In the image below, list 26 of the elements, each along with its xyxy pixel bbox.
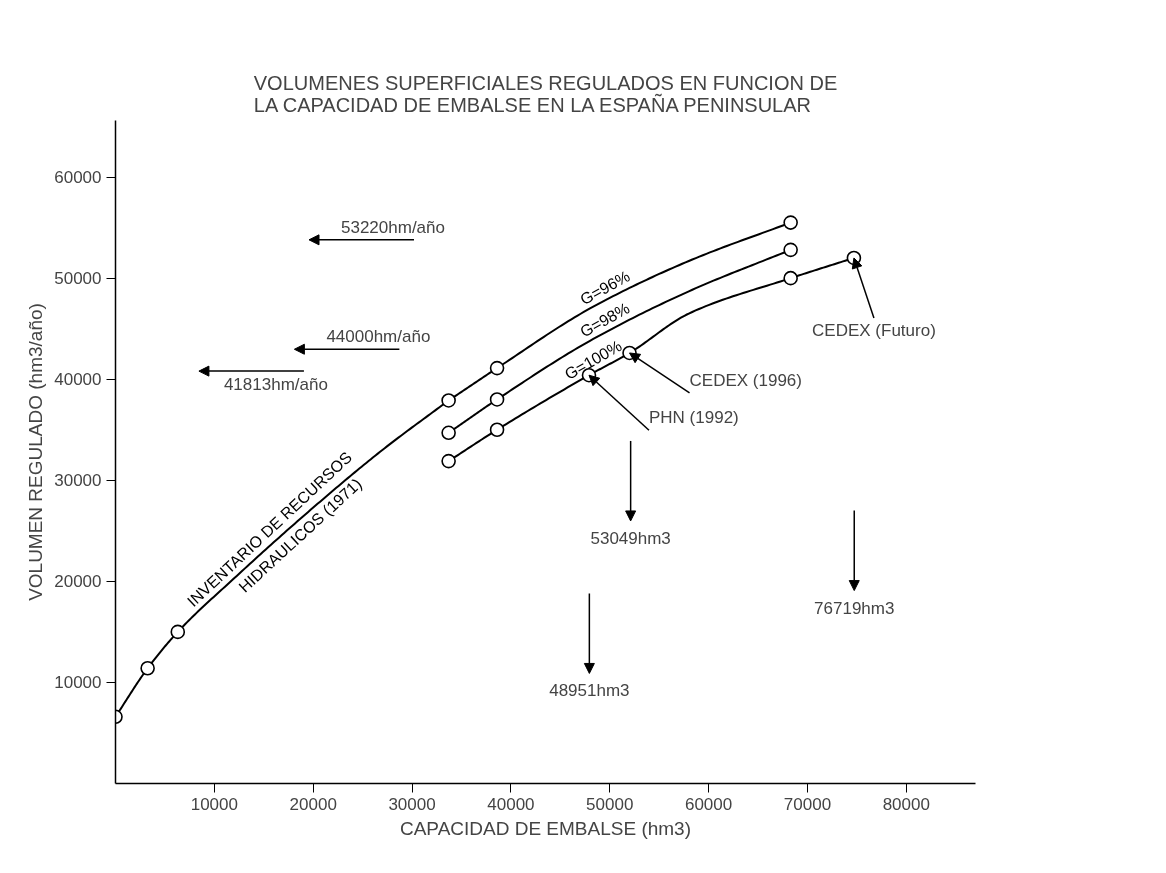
annotation: CEDEX (1996)	[689, 370, 802, 390]
annotation: PHN (1992)	[648, 408, 739, 428]
x-tick-label: 20000	[289, 794, 337, 814]
y-tick-label: 20000	[54, 572, 102, 592]
x-tick-label: 70000	[783, 794, 832, 814]
y-tick-label: 10000	[54, 673, 102, 693]
x-tick-label: 60000	[684, 794, 733, 814]
annotation: 76719hm3	[814, 598, 895, 618]
x-tick-label: 40000	[487, 794, 535, 814]
annotation: 41813hm/año	[223, 375, 328, 395]
x-tick-label: 50000	[586, 794, 634, 814]
annotation: CEDEX (Futuro)	[812, 320, 936, 340]
x-axis-title: CAPACIDAD DE EMBALSE (hm3)	[399, 817, 692, 839]
y-tick-label: 60000	[54, 168, 102, 188]
annotation: 48951hm3	[549, 681, 630, 701]
x-tick-label: 30000	[388, 794, 436, 814]
chart-title: VOLUMENES SUPERFICIALES REGULADOS EN FUNCION DE LA CAPACIDAD DE EMBALSE EN LA ESPAÑA PENINSULAR	[253, 71, 838, 116]
x-tick-label: 80000	[882, 794, 930, 814]
annotation: 53049hm3	[590, 528, 671, 548]
annotation: 44000hm/año	[326, 327, 431, 347]
y-axis-title: VOLUMEN REGULADO (hm3/año)	[25, 303, 47, 601]
y-tick-label: 30000	[54, 471, 102, 491]
annotation: 53220hm/año	[341, 217, 445, 237]
y-tick-label: 40000	[54, 370, 102, 390]
x-tick-label: 10000	[190, 794, 238, 814]
y-tick-label: 50000	[54, 269, 102, 289]
